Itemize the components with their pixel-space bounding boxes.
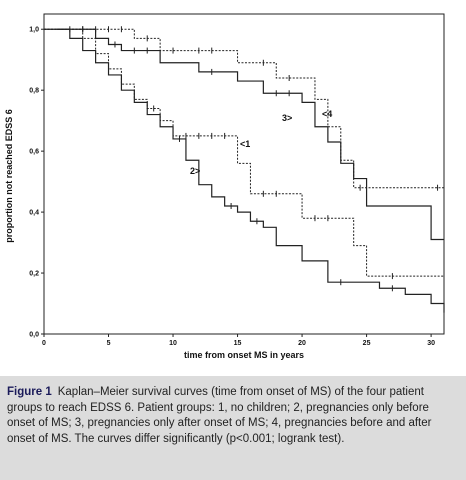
y-tick-label: 0,6 bbox=[29, 149, 39, 156]
caption-title: Figure 1 bbox=[7, 386, 52, 398]
survival-curve-4 bbox=[44, 28, 444, 189]
series-label-2: 2> bbox=[190, 166, 200, 176]
x-tick-label: 25 bbox=[363, 340, 371, 347]
x-tick-label: 30 bbox=[427, 340, 435, 347]
caption-text: Kaplan–Meier survival curves (time from … bbox=[7, 386, 432, 445]
figure-caption: Figure 1 Kaplan–Meier survival curves (ti… bbox=[0, 376, 466, 480]
y-tick-label: 0,8 bbox=[29, 88, 39, 95]
x-tick-label: 15 bbox=[234, 340, 242, 347]
series-group bbox=[44, 28, 445, 313]
x-axis-title: time from onset MS in years bbox=[184, 350, 304, 360]
x-tick-label: 5 bbox=[107, 340, 111, 347]
censor-marks bbox=[69, 26, 439, 292]
x-tick-label: 20 bbox=[298, 340, 306, 347]
y-tick-label: 1,0 bbox=[29, 27, 39, 34]
plot-frame bbox=[43, 13, 445, 335]
series-label-1: <1 bbox=[240, 139, 250, 149]
y-tick-label: 0,4 bbox=[29, 210, 39, 217]
series-label-3: 3> bbox=[282, 113, 292, 123]
y-tick-label: 0,0 bbox=[29, 332, 39, 339]
survival-curve-1 bbox=[44, 28, 444, 277]
series-label-4: <4 bbox=[322, 109, 332, 119]
axis-ticks: 0 5 10 15 20 25 30 0,0 0,2 0,4 0,6 0,8 1,0 bbox=[29, 27, 435, 347]
y-tick-label: 0,2 bbox=[29, 271, 39, 278]
x-tick-label: 10 bbox=[169, 340, 177, 347]
y-axis-title: proportion not reached EDSS 6 bbox=[4, 109, 14, 243]
caption-body: Figure 1 Kaplan–Meier survival curves (ti… bbox=[7, 385, 459, 447]
x-tick-label: 0 bbox=[42, 340, 46, 347]
survival-curve-2 bbox=[56, 28, 445, 313]
kaplan-meier-chart: 0 5 10 15 20 25 30 0,0 0,2 0,4 0,6 0,8 1,0 time from… bbox=[4, 13, 445, 360]
plot-area: 0 5 10 15 20 25 30 0,0 0,2 0,4 0,6 0,8 1,0 time from… bbox=[4, 13, 445, 360]
survival-curve-3 bbox=[44, 28, 444, 241]
